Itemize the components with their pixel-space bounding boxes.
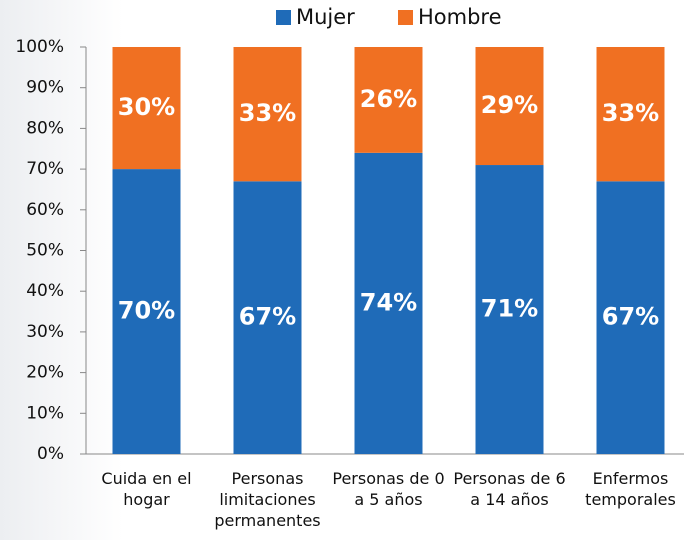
legend-swatch bbox=[276, 10, 291, 25]
bar-segment bbox=[112, 169, 181, 454]
data-label: 29% bbox=[481, 91, 538, 119]
x-tick-label: Cuida en el hogar bbox=[101, 469, 192, 509]
y-tick-label: 50% bbox=[26, 241, 64, 261]
bar-segment bbox=[475, 47, 544, 166]
x-tick-label: Enfermos temporales bbox=[585, 469, 676, 509]
y-tick-label: 90% bbox=[26, 78, 64, 98]
y-tick-label: 0% bbox=[37, 444, 64, 464]
legend-label: Mujer bbox=[296, 5, 355, 29]
data-label: 67% bbox=[602, 303, 659, 331]
y-tick-label: 60% bbox=[26, 200, 64, 220]
bar-segment bbox=[596, 47, 665, 182]
data-label: 33% bbox=[239, 99, 296, 127]
data-label: 26% bbox=[360, 85, 417, 113]
y-tick-label: 30% bbox=[26, 322, 64, 342]
data-label: 30% bbox=[118, 93, 175, 121]
x-tick-label: Personas de 0 a 5 años bbox=[332, 469, 445, 509]
data-label: 67% bbox=[239, 303, 296, 331]
legend-swatch bbox=[398, 10, 413, 25]
y-tick-label: 80% bbox=[26, 118, 64, 138]
x-tick-label: Personas limitaciones permanentes bbox=[214, 469, 321, 530]
y-tick-label: 40% bbox=[26, 281, 64, 301]
bar-segment bbox=[233, 47, 302, 182]
data-label: 33% bbox=[602, 99, 659, 127]
bar-segment bbox=[233, 181, 302, 454]
y-tick-label: 70% bbox=[26, 159, 64, 179]
bar-segment bbox=[354, 152, 423, 454]
data-label: 71% bbox=[481, 295, 538, 323]
bar-segment bbox=[596, 181, 665, 454]
bar-segment bbox=[112, 47, 181, 170]
x-tick-label: Personas de 6 a 14 años bbox=[453, 469, 566, 509]
bar-segment bbox=[354, 47, 423, 153]
y-tick-label: 100% bbox=[15, 37, 64, 57]
data-label: 70% bbox=[118, 297, 175, 325]
legend-label: Hombre bbox=[418, 5, 502, 29]
y-tick-label: 10% bbox=[26, 403, 64, 423]
y-tick-label: 20% bbox=[26, 363, 64, 383]
data-label: 74% bbox=[360, 288, 417, 316]
bar-segment bbox=[475, 165, 544, 454]
